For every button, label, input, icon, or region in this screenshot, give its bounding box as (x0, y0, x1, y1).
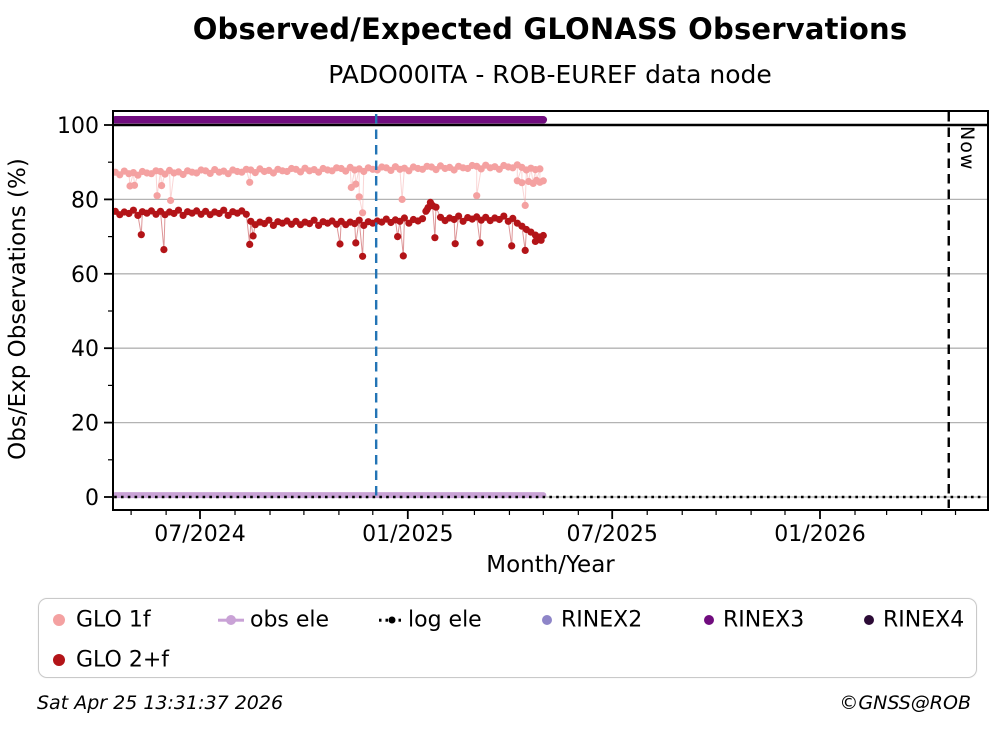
footer-credit: ©GNSS@ROB (839, 692, 971, 714)
y-tick-label: 0 (85, 486, 99, 511)
legend-label-log-ele: log ele (408, 607, 482, 633)
legend-marker-rinex3 (704, 615, 714, 625)
series-glo-1f (113, 161, 547, 217)
legend-marker-rinex4 (864, 615, 874, 625)
legend-label-rinex4: RINEX4 (883, 607, 965, 633)
footer-timestamp: Sat Apr 25 13:31:37 2026 (37, 692, 284, 714)
y-tick-label: 20 (71, 412, 99, 437)
x-tick-label: 07/2024 (154, 522, 245, 547)
y-axis-ticks: 0 20 40 60 80 100 (57, 114, 113, 511)
legend-label-obs-ele: obs ele (250, 607, 330, 633)
page-subtitle: PADO00ITA - ROB-EUREF data node (328, 60, 772, 89)
legend-label-rinex3: RINEX3 (723, 607, 805, 633)
data-series (113, 116, 983, 499)
legend-label-rinex2: RINEX2 (561, 607, 643, 633)
page-title: Observed/Expected GLONASS Observations (192, 12, 908, 46)
plot-border (112, 110, 989, 511)
x-axis-ticks: 07/2024 01/2025 07/2025 01/2026 (130, 510, 957, 547)
x-tick-label: 01/2026 (774, 522, 865, 547)
y-tick-label: 80 (71, 188, 99, 213)
legend: GLO 1f obs ele log ele RINEX2 RINEX3 RINEX4… (38, 598, 977, 678)
legend-marker-rinex2 (542, 615, 552, 625)
series-glo-2-f (113, 198, 547, 260)
legend-label-glo-2f: GLO 2+f (76, 647, 170, 673)
legend-marker-glo-1f (53, 614, 65, 626)
grid-lines (113, 198, 988, 498)
x-tick-label: 07/2025 (567, 522, 658, 547)
legend-label-glo-1f: GLO 1f (76, 607, 151, 633)
y-tick-label: 40 (71, 337, 99, 362)
now-annotation-label: Now (956, 126, 978, 171)
y-tick-label: 60 (71, 263, 99, 288)
x-tick-label: 01/2025 (362, 522, 453, 547)
x-axis-label: Month/Year (486, 552, 615, 578)
legend-marker-glo-2f (53, 654, 65, 666)
y-tick-label: 100 (57, 114, 99, 139)
y-axis-label: Obs/Exp Observations (%) (5, 158, 31, 460)
plot-area: 07/2024 01/2025 07/2025 01/2026 0 20 40 60 80 100 (57, 110, 989, 547)
